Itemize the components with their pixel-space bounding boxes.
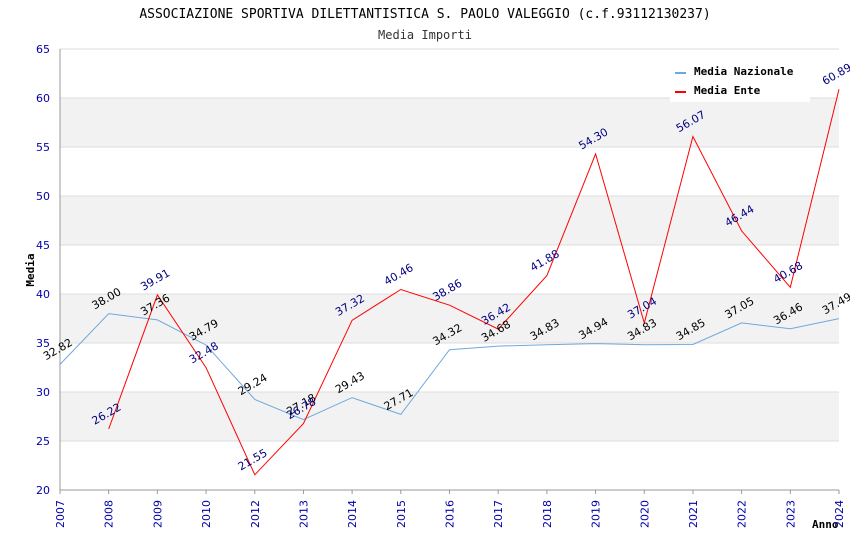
grid-band <box>60 343 839 392</box>
x-tick-label: 2021 <box>687 500 700 528</box>
x-tick-label: 2023 <box>784 500 797 528</box>
x-tick-label: 2012 <box>249 500 262 528</box>
grid-band <box>60 98 839 147</box>
y-tick-label: 35 <box>36 337 50 350</box>
chart-subtitle: Media Importi <box>378 28 472 42</box>
x-tick-label: 2022 <box>736 500 749 528</box>
grid-band <box>60 147 839 196</box>
y-tick-label: 40 <box>36 288 50 301</box>
grid-bands <box>60 49 839 490</box>
grid-band <box>60 392 839 441</box>
x-tick-label: 2017 <box>492 500 505 528</box>
y-tick-label: 45 <box>36 239 50 252</box>
x-tick-label: 2010 <box>200 500 213 528</box>
grid-band <box>60 294 839 343</box>
legend: Media Nazionale Media Ente <box>670 60 810 102</box>
grid-band <box>60 196 839 245</box>
x-tick-label: 2014 <box>346 500 359 528</box>
y-tick-label: 20 <box>36 484 50 497</box>
legend-label-nazionale: Media Nazionale <box>694 65 794 78</box>
x-tick-label: 2009 <box>151 500 164 528</box>
y-tick-label: 30 <box>36 386 50 399</box>
y-axis-label: Media <box>24 253 37 286</box>
x-tick-label: 2016 <box>444 500 457 528</box>
chart-title: ASSOCIAZIONE SPORTIVA DILETTANTISTICA S.… <box>139 7 710 22</box>
legend-box <box>670 60 810 102</box>
y-tick-label: 55 <box>36 141 50 154</box>
y-tick-label: 65 <box>36 43 50 56</box>
x-tick-label: 2008 <box>103 500 116 528</box>
x-tick-label: 2015 <box>395 500 408 528</box>
x-tick-label: 2018 <box>541 500 554 528</box>
x-tick-labels: 2007 2008 2009 2010 2012 2013 2014 2015 2016 2017… <box>54 500 846 528</box>
series-line-nazionale <box>59 313 840 421</box>
series-line-ente <box>108 89 840 476</box>
legend-label-ente: Media Ente <box>694 84 761 97</box>
grid-band <box>60 441 839 490</box>
y-tick-label: 60 <box>36 92 50 105</box>
y-tick-label: 25 <box>36 435 50 448</box>
x-tick-label: 2007 <box>54 500 67 528</box>
series-lines <box>59 89 840 476</box>
grid-band <box>60 245 839 294</box>
x-tick-label: 2024 <box>833 500 846 528</box>
x-tick-label: 2019 <box>590 500 603 528</box>
x-tick-label: 2013 <box>297 500 310 528</box>
y-tick-labels: 20 25 30 35 40 45 50 55 60 65 <box>36 43 50 497</box>
y-tick-label: 50 <box>36 190 50 203</box>
x-tick-label: 2020 <box>638 500 651 528</box>
x-axis-label: Anno <box>812 518 839 531</box>
